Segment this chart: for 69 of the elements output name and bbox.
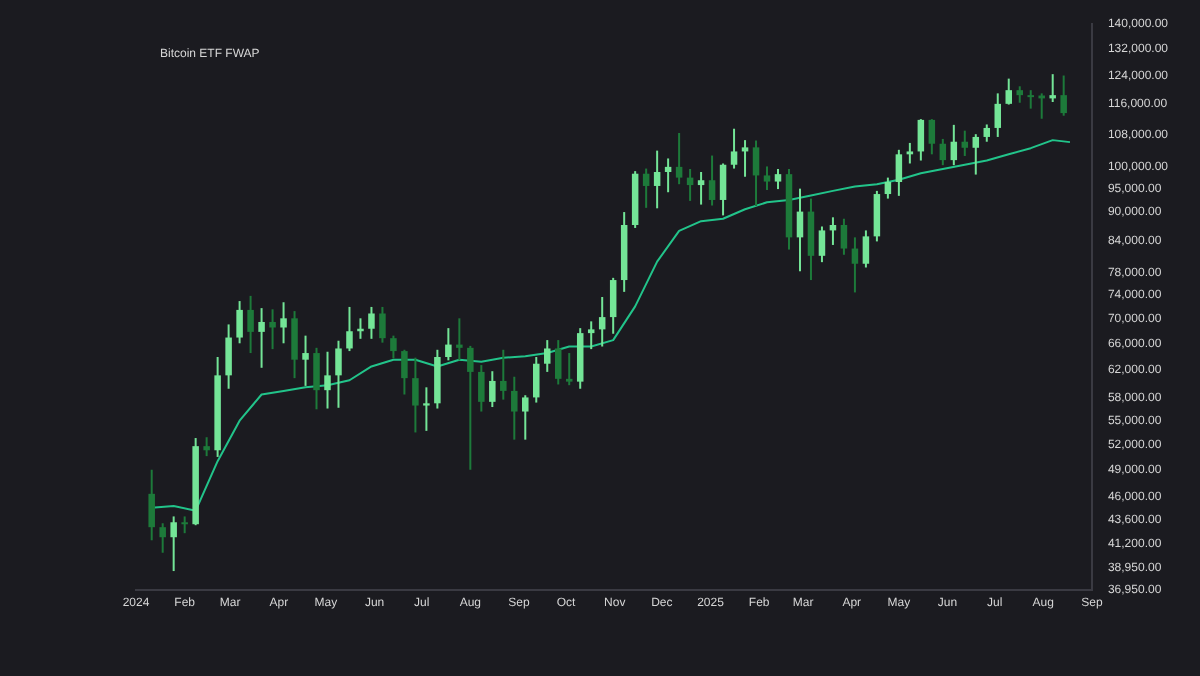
candlestick	[653, 149, 661, 210]
candlestick	[236, 300, 243, 345]
candlestick	[379, 305, 386, 344]
candlestick	[346, 305, 353, 353]
candlestick	[554, 339, 562, 386]
candlestick	[1027, 89, 1034, 110]
candlestick	[478, 364, 485, 413]
candlestick	[950, 123, 958, 167]
candlestick	[895, 148, 903, 197]
candlestick	[862, 229, 870, 269]
candlestick	[1060, 74, 1067, 117]
candlestick	[247, 294, 254, 355]
candlestick	[401, 348, 408, 396]
candlestick	[225, 323, 232, 390]
candlestick	[730, 127, 738, 170]
candlestick	[972, 133, 980, 176]
candlestick	[807, 197, 815, 282]
candlestick	[170, 515, 177, 573]
candlestick	[313, 346, 320, 411]
candlestick	[609, 276, 617, 335]
candlestick	[642, 167, 650, 209]
candlestick	[851, 236, 859, 294]
candlestick	[280, 301, 287, 345]
candlestick	[873, 189, 881, 243]
candlestick	[456, 317, 463, 362]
candlestick	[598, 296, 606, 348]
candlestick	[423, 386, 430, 432]
candlestick	[818, 225, 826, 264]
candlestick	[302, 334, 309, 387]
candlestick	[774, 167, 782, 191]
candlestick	[511, 375, 518, 441]
candlestick	[675, 132, 683, 186]
candlestick	[906, 141, 914, 165]
candlestick	[258, 307, 265, 369]
candlestick	[203, 436, 210, 458]
candlestick	[1005, 77, 1013, 106]
candlestick	[884, 176, 892, 200]
candlestick	[368, 305, 375, 340]
candlestick	[269, 308, 276, 351]
candlestick	[335, 339, 342, 409]
candlestick	[587, 320, 595, 351]
candlestick	[939, 137, 947, 167]
candlestick	[445, 327, 452, 362]
candlestick	[412, 356, 419, 434]
candlestick	[533, 356, 540, 404]
candlestick	[159, 522, 166, 554]
candlestick	[697, 170, 705, 206]
candlestick	[708, 154, 716, 207]
candlestick	[544, 339, 551, 373]
candlestick	[994, 92, 1002, 138]
candlestick	[291, 310, 298, 380]
candlestick	[763, 165, 771, 191]
candlestick	[500, 348, 507, 401]
candlestick	[928, 118, 936, 156]
candlestick	[324, 350, 331, 410]
candlestick	[148, 468, 155, 542]
candlestick	[752, 139, 760, 207]
candlestick	[719, 162, 727, 217]
candlestick	[917, 118, 925, 162]
candlestick	[434, 348, 441, 410]
candlestick	[522, 394, 529, 441]
candlestick	[664, 157, 672, 194]
candlestick	[565, 352, 573, 387]
candlestick	[390, 334, 397, 360]
candlestick	[840, 217, 848, 256]
candlestick	[961, 129, 969, 157]
candlestick	[467, 344, 474, 471]
candlestick	[489, 370, 496, 409]
candlestick	[1049, 73, 1056, 104]
